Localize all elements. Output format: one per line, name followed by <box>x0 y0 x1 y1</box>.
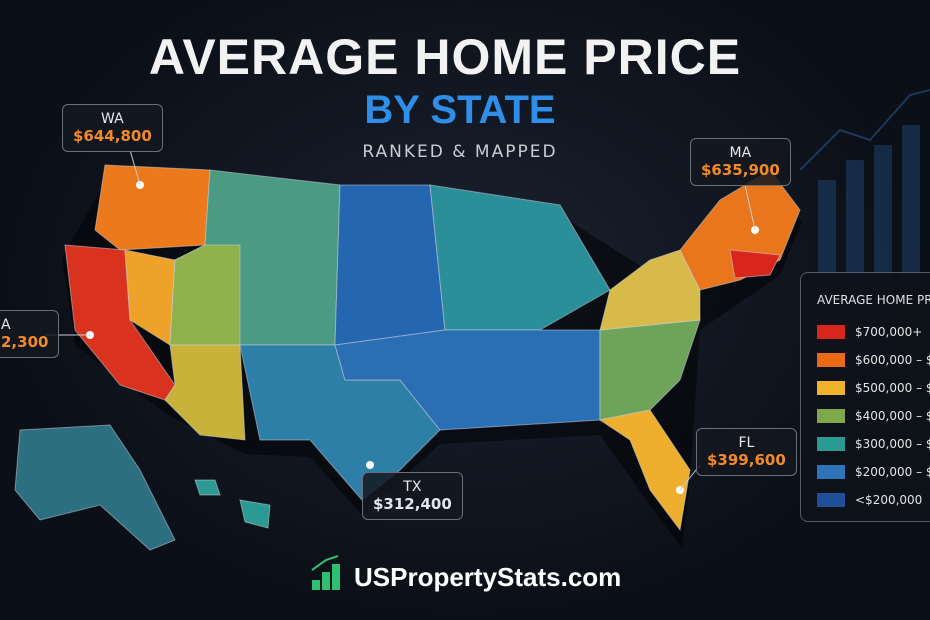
legend-item: $500,000 – $6 <box>817 381 930 395</box>
legend-swatch <box>817 353 845 367</box>
legend-swatch <box>817 325 845 339</box>
legend-swatch <box>817 381 845 395</box>
brand: USPropertyStats.com <box>310 562 621 593</box>
legend-item: $200,000 – $ <box>817 465 930 479</box>
states <box>14 164 801 551</box>
legend-label: $200,000 – $ <box>855 465 930 479</box>
callout: FL $399,600 <box>696 428 797 476</box>
markers <box>45 149 759 494</box>
region-massachusetts <box>729 249 781 279</box>
legend-swatch <box>817 409 845 423</box>
callout: A 2,300 <box>0 310 60 358</box>
legend-label: $300,000 – $ <box>855 437 930 451</box>
legend-swatch <box>817 465 845 479</box>
callout-price: $399,600 <box>707 451 786 469</box>
tagline: RANKED & MAPPED <box>362 142 558 162</box>
region-hawaii <box>194 479 221 496</box>
legend-label: $400,000 – $5 <box>855 409 930 423</box>
legend-label: <$200,000 <box>855 493 923 507</box>
legend-item: <$200,000 <box>817 493 922 507</box>
legend-item: $400,000 – $5 <box>817 409 930 423</box>
legend-label: $500,000 – $6 <box>855 381 930 395</box>
legend-title: AVERAGE HOME PRI <box>817 293 930 307</box>
bg-bars <box>799 89 930 280</box>
callout-price: $635,900 <box>701 161 780 179</box>
subtitle: BY STATE <box>364 88 556 132</box>
callout-price: 2,300 <box>1 333 49 351</box>
legend-item: $600,000 – $7 <box>817 353 930 367</box>
legend-swatch <box>817 437 845 451</box>
region-midwest <box>429 184 611 331</box>
legend-swatch <box>817 493 845 507</box>
callout-state: TX <box>403 479 422 495</box>
callout-price: $312,400 <box>373 495 452 513</box>
region-utah <box>169 244 241 346</box>
legend-label: $700,000+ <box>855 325 923 339</box>
callout-state: WA <box>101 111 124 127</box>
region-southwest <box>164 344 246 441</box>
callout: WA $644,800 <box>62 104 163 152</box>
region-northwest <box>94 164 211 251</box>
legend-item: $300,000 – $ <box>817 437 930 451</box>
region-hawaii-2 <box>239 499 271 529</box>
region-alaska <box>14 424 176 551</box>
callout: MA $635,900 <box>690 138 791 186</box>
callout-state: FL <box>738 435 755 451</box>
region-plains <box>334 184 446 346</box>
title: AVERAGE HOME PRICE <box>148 29 742 85</box>
legend-label: $600,000 – $7 <box>855 353 930 367</box>
callout: TX $312,400 <box>362 472 463 520</box>
brand-icon <box>311 555 340 590</box>
brand-name: USPropertyStats.com <box>354 562 622 592</box>
region-florida <box>598 409 691 532</box>
callout-state: MA <box>729 145 752 161</box>
legend: AVERAGE HOME PRI $700,000+ $600,000 – $7 $… <box>800 272 930 522</box>
callout-state: A <box>1 317 11 333</box>
legend-item: $700,000+ <box>817 325 922 339</box>
callout-price: $644,800 <box>73 127 152 145</box>
